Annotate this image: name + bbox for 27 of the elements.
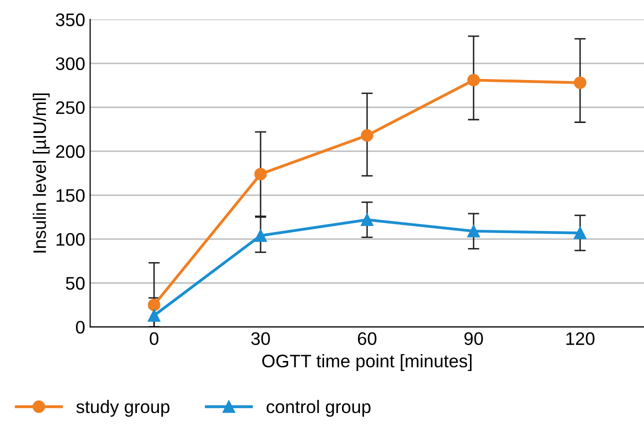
x-tick-label: 0	[150, 332, 158, 346]
x-tick-label: 120	[566, 332, 594, 346]
x-tick-label: 60	[358, 332, 376, 346]
point	[574, 76, 586, 89]
point	[360, 129, 374, 142]
y-tick-label: 50	[66, 276, 85, 290]
point	[574, 226, 586, 240]
point	[467, 224, 480, 238]
point	[467, 74, 480, 86]
point	[148, 298, 160, 312]
point	[360, 214, 374, 226]
y-tick-label: 100	[56, 233, 85, 246]
y-tick-label: 150	[56, 189, 85, 202]
point	[254, 168, 267, 180]
point	[254, 229, 267, 242]
x-tick-label: 90	[464, 332, 483, 346]
y-tick-label: 250	[56, 101, 85, 114]
y-tick-label: 350	[56, 13, 85, 26]
y-axis-title: Insulin level [µIU/ml]	[32, 94, 50, 252]
x-tick-label: 30	[251, 332, 270, 346]
y-tick-label: 0	[76, 320, 85, 334]
y-tick-label: 300	[56, 57, 85, 70]
point	[148, 309, 160, 322]
legend-label: study group	[76, 400, 170, 417]
x-axis-title: OGTT time point [minutes]	[262, 354, 472, 371]
legend-label: control group	[266, 400, 370, 417]
y-tick-label: 200	[56, 145, 85, 158]
